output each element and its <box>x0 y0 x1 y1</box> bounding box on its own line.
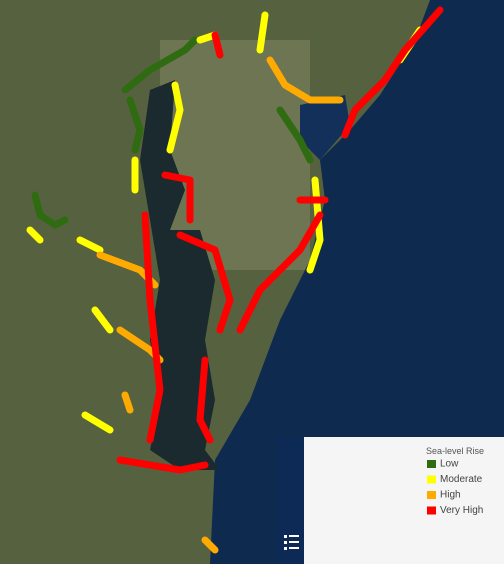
legend-swatch <box>427 506 436 515</box>
ocean <box>210 0 504 564</box>
legend: Sea-level Rise Low Moderate High Very High <box>304 437 504 564</box>
bay-delaware <box>300 95 350 160</box>
coast-high <box>96 56 344 554</box>
legend-toggle-icon[interactable] <box>284 535 299 550</box>
legend-title: Sea-level Rise <box>426 446 484 456</box>
legend-swatch <box>427 491 436 499</box>
legend-label: Moderate <box>440 474 483 485</box>
coast-low <box>276 106 314 164</box>
coastline <box>26 6 444 554</box>
coast-low <box>121 36 199 94</box>
coast-very-high <box>116 6 444 474</box>
coast-low <box>126 96 144 154</box>
legend-toggle-strip <box>277 437 304 564</box>
legend-swatch <box>427 460 436 468</box>
legend-label: Very High <box>440 505 483 516</box>
legend-swatch <box>427 475 436 484</box>
legend-label: High <box>440 490 461 501</box>
legend-panel <box>304 437 504 564</box>
coast-low <box>31 191 69 229</box>
legend-label: Low <box>440 459 459 470</box>
